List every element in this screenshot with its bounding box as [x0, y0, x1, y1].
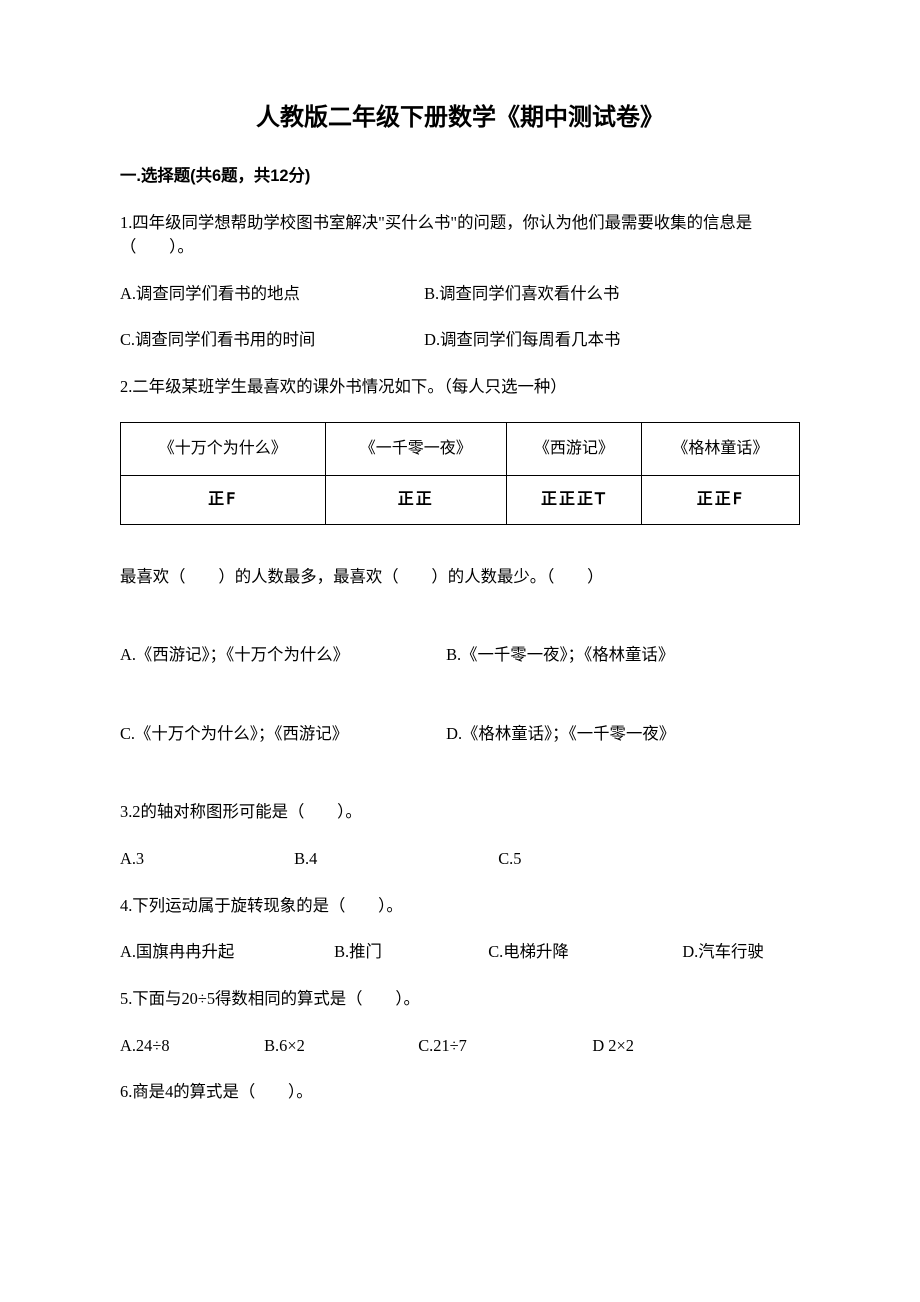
q5-opt-a: A.24÷8 [120, 1034, 260, 1059]
tally-value: 正正 [398, 491, 434, 508]
table-row: 《十万个为什么》 《一千零一夜》 《西游记》 《格林童话》 [121, 422, 800, 475]
q5-opt-d: D 2×2 [592, 1034, 634, 1059]
section-heading: 一.选择题(共6题，共12分) [120, 164, 800, 189]
q2-opts-row1: A.《西游记》；《十万个为什么》 B.《一千零一夜》；《格林童话》 [120, 643, 800, 668]
q4-opts: A.国旗冉冉升起 B.推门 C.电梯升降 D.汽车行驶 [120, 940, 800, 965]
q5-opt-c: C.21÷7 [418, 1034, 588, 1059]
q2-td-1: 正𝖥 [121, 475, 326, 524]
q1-opt-d: D.调查同学们每周看几本书 [424, 328, 620, 353]
q2-opts-row2: C.《十万个为什么》；《西游记》 D.《格林童话》；《一千零一夜》 [120, 722, 800, 747]
q2-th-3: 《西游记》 [506, 422, 641, 475]
q2-th-4: 《格林童话》 [641, 422, 799, 475]
q1-opt-b: B.调查同学们喜欢看什么书 [424, 282, 619, 307]
q4-opt-b: B.推门 [334, 940, 484, 965]
q2-fill: 最喜欢（ ）的人数最多，最喜欢（ ）的人数最少。（ ） [120, 565, 800, 590]
q2-opt-d: D.《格林童话》；《一千零一夜》 [446, 722, 675, 747]
page-title: 人教版二年级下册数学《期中测试卷》 [120, 100, 800, 136]
q5-stem: 5.下面与20÷5得数相同的算式是（ ）。 [120, 987, 800, 1012]
q1-opt-c: C.调查同学们看书用的时间 [120, 328, 420, 353]
q2-td-2: 正正 [325, 475, 506, 524]
q4-opt-c: C.电梯升降 [488, 940, 678, 965]
q3-stem: 3.2的轴对称图形可能是（ ）。 [120, 800, 800, 825]
q4-opt-d: D.汽车行驶 [682, 940, 764, 965]
q2-opt-a: A.《西游记》；《十万个为什么》 [120, 643, 442, 668]
tally-value: 正正𝖥 [697, 491, 744, 508]
q1-opts-row2: C.调查同学们看书用的时间 D.调查同学们每周看几本书 [120, 328, 800, 353]
q6-stem: 6.商是4的算式是（ ）。 [120, 1080, 800, 1105]
q3-opt-c: C.5 [498, 847, 521, 872]
q2-opt-b: B.《一千零一夜》；《格林童话》 [446, 643, 674, 668]
q3-opts: A.3 B.4 C.5 [120, 847, 800, 872]
q2-td-3: 正正正𝖳 [506, 475, 641, 524]
q5-opt-b: B.6×2 [264, 1034, 414, 1059]
q2-table: 《十万个为什么》 《一千零一夜》 《西游记》 《格林童话》 正𝖥 正正 正正正𝖳… [120, 422, 800, 525]
q5-opts: A.24÷8 B.6×2 C.21÷7 D 2×2 [120, 1034, 800, 1059]
q1-opt-a: A.调查同学们看书的地点 [120, 282, 420, 307]
q4-opt-a: A.国旗冉冉升起 [120, 940, 330, 965]
q1-opts-row1: A.调查同学们看书的地点 B.调查同学们喜欢看什么书 [120, 282, 800, 307]
q3-opt-b: B.4 [294, 847, 494, 872]
table-row: 正𝖥 正正 正正正𝖳 正正𝖥 [121, 475, 800, 524]
q2-td-4: 正正𝖥 [641, 475, 799, 524]
q3-opt-a: A.3 [120, 847, 290, 872]
tally-value: 正𝖥 [208, 491, 237, 508]
q2-th-2: 《一千零一夜》 [325, 422, 506, 475]
q2-th-1: 《十万个为什么》 [121, 422, 326, 475]
q1-stem: 1.四年级同学想帮助学校图书室解决"买什么书"的问题，你认为他们最需要收集的信息… [120, 211, 800, 260]
q2-opt-c: C.《十万个为什么》；《西游记》 [120, 722, 442, 747]
tally-value: 正正正𝖳 [541, 491, 607, 508]
q2-stem: 2.二年级某班学生最喜欢的课外书情况如下。（每人只选一种） [120, 375, 800, 400]
q4-stem: 4.下列运动属于旋转现象的是（ ）。 [120, 894, 800, 919]
